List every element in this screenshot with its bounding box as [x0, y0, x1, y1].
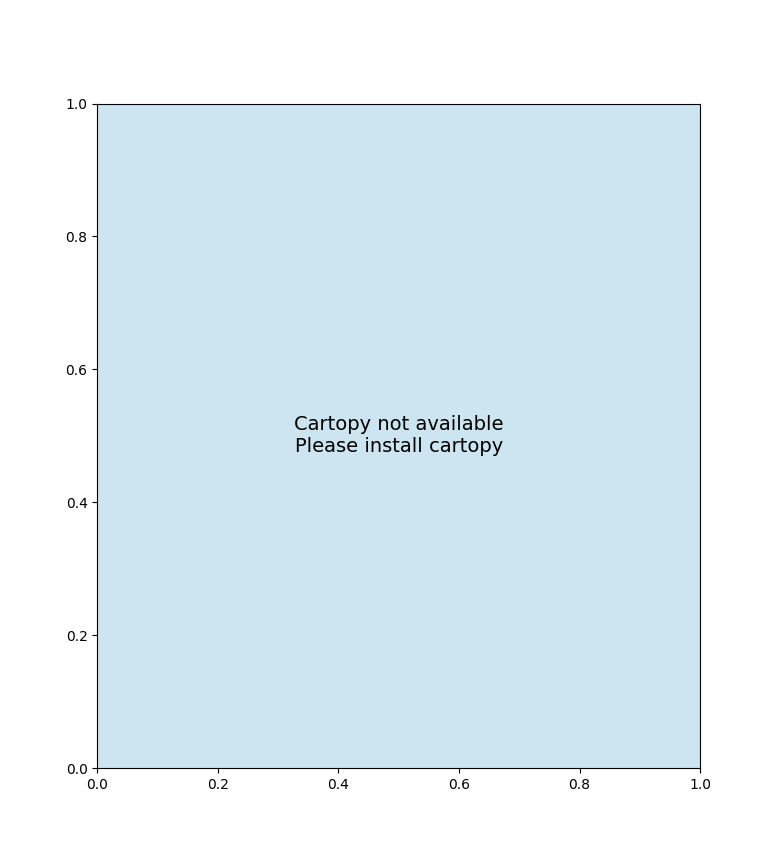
Text: Cartopy not available
Please install cartopy: Cartopy not available Please install car… [294, 415, 503, 457]
